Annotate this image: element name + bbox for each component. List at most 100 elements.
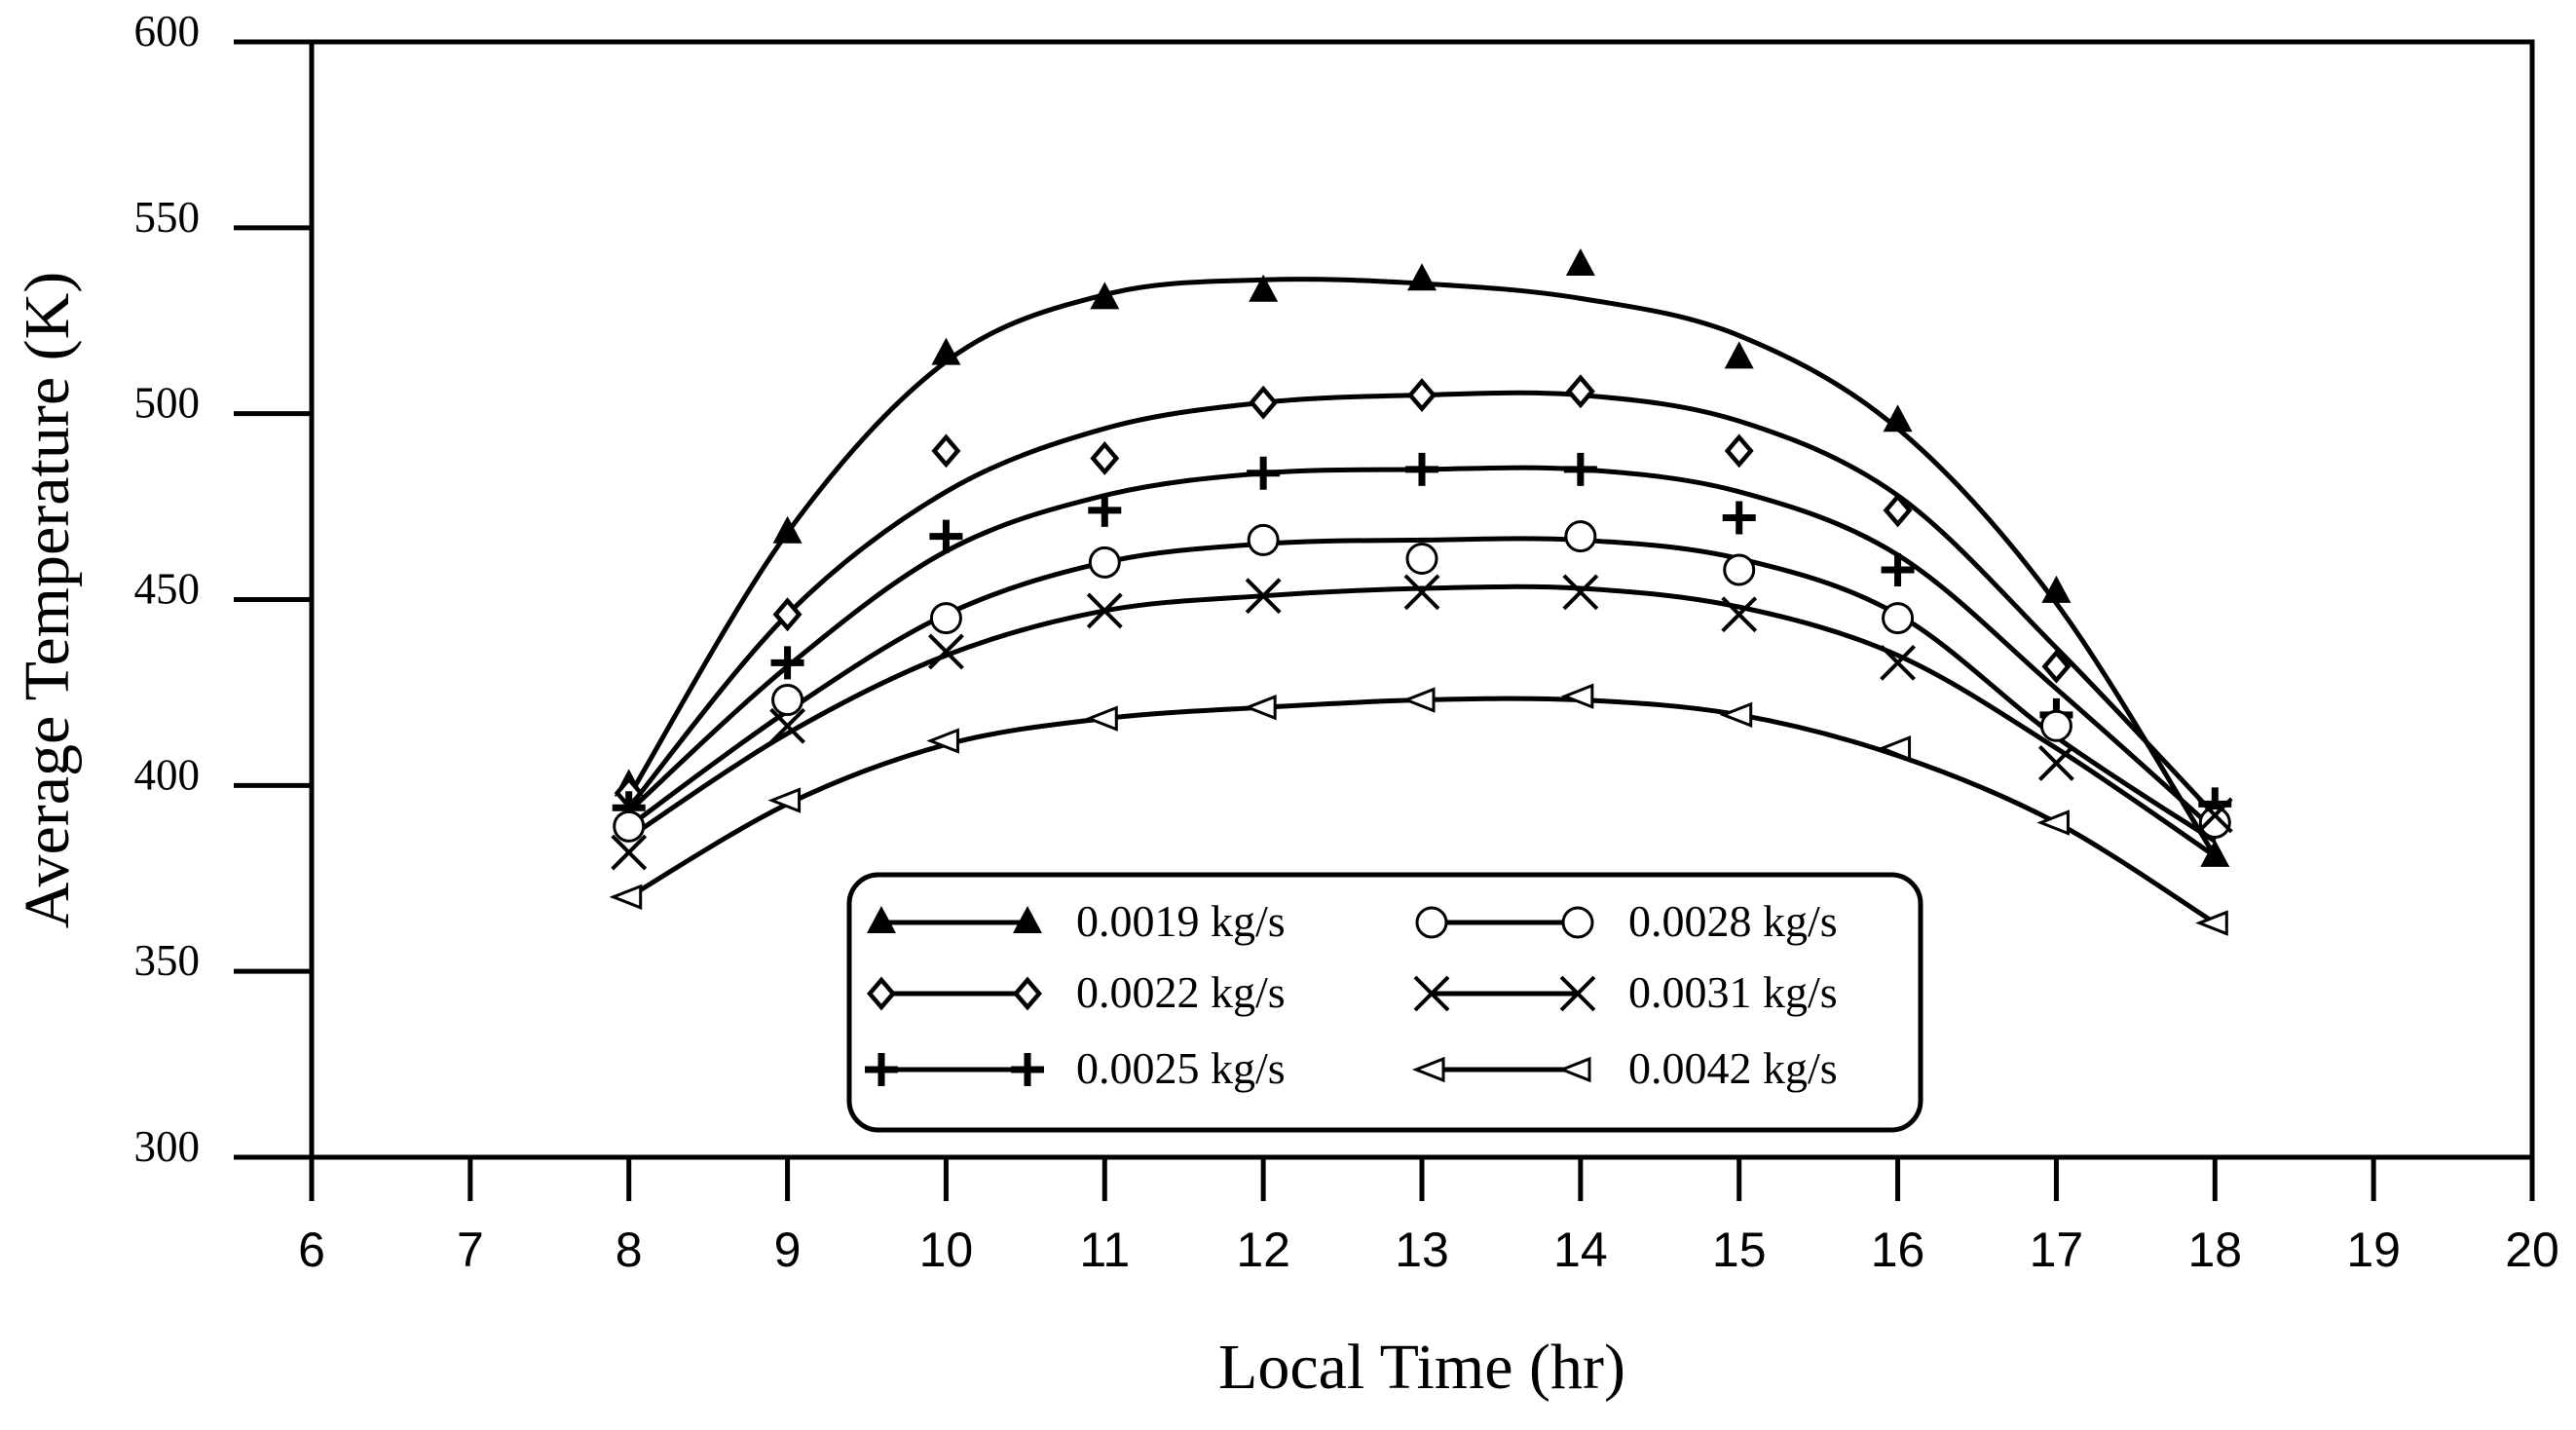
data-point-series-6: [1878, 734, 1912, 762]
legend-marker: [867, 906, 896, 933]
data-point-series-2: [1565, 374, 1595, 409]
legend-item-1: 0.0019 kg/s: [867, 896, 1286, 946]
data-point-series-1: [2200, 839, 2230, 867]
data-point-series-2: [772, 597, 803, 632]
ticks-layer: 6 7 8 9 10 11 12 13 14 15 16 17 18 19 20 300 350 400 450 50…: [134, 7, 2559, 1277]
data-point-series-3: [929, 519, 963, 553]
marker-shape: [928, 633, 964, 670]
data-point-series-6: [1085, 705, 1118, 732]
data-point-series-5: [611, 834, 648, 871]
markers-layer: [609, 248, 2233, 936]
data-point-series-1: [1090, 282, 1120, 310]
legend-marker: [1013, 906, 1042, 933]
marker-shape: [772, 597, 803, 632]
x-tick-label: 13: [1395, 1223, 1449, 1277]
marker-shape: [1244, 694, 1277, 721]
data-point-series-6: [1560, 683, 1594, 709]
y-tick-label: 550: [134, 193, 201, 242]
marker-shape: [1880, 644, 1916, 681]
data-point-series-5: [1245, 578, 1282, 615]
data-point-series-4: [1088, 546, 1121, 579]
x-axis-title: Local Time (hr): [1218, 1332, 1625, 1403]
data-point-series-4: [2198, 807, 2231, 839]
legend-marker: [1011, 1053, 1044, 1086]
marker-shape: [1405, 452, 1438, 486]
marker-shape: [2195, 910, 2228, 936]
marker-shape: [770, 646, 804, 680]
data-point-series-1: [931, 337, 961, 365]
marker-shape: [1721, 596, 1758, 633]
data-point-series-2: [931, 433, 961, 469]
x-tick-label: 11: [1079, 1223, 1130, 1277]
marker-shape: [1559, 975, 1596, 1012]
marker-shape: [1565, 248, 1595, 276]
legend-box: [846, 872, 1923, 1133]
marker-shape: [1085, 705, 1118, 732]
data-point-series-5: [1880, 644, 1916, 681]
marker-shape: [1724, 341, 1754, 369]
data-point-series-2: [2041, 649, 2072, 684]
x-tick-label: 19: [2346, 1223, 2401, 1277]
marker-shape: [867, 906, 896, 933]
marker-shape: [1882, 602, 1915, 635]
legend-marker: [1413, 975, 1450, 1012]
data-point-series-4: [1564, 520, 1597, 553]
data-point-series-3: [1881, 552, 1915, 586]
marker-shape: [2038, 745, 2074, 781]
x-tick-label: 15: [1712, 1223, 1767, 1277]
data-point-series-5: [769, 707, 805, 744]
data-point-series-2: [1883, 493, 1913, 528]
marker-shape: [1088, 493, 1122, 527]
marker-shape: [1403, 574, 1440, 611]
x-tick-label: 12: [1236, 1223, 1290, 1277]
legend-marker: [1559, 975, 1596, 1012]
y-tick-label: 350: [134, 936, 201, 985]
marker-shape: [1723, 553, 1756, 586]
x-tick-label: 7: [457, 1223, 484, 1277]
x-tick-label: 8: [616, 1223, 643, 1277]
curves-layer: [626, 277, 2218, 925]
legend-marker: [1557, 1056, 1591, 1083]
legend-marker: [1411, 1056, 1445, 1083]
legend-label: 0.0019 kg/s: [1076, 896, 1286, 946]
legend-marker: [865, 1053, 898, 1086]
data-point-series-4: [1405, 543, 1438, 576]
data-point-series-6: [926, 728, 959, 754]
marker-shape: [1560, 683, 1594, 709]
legend-item-3: 0.0025 kg/s: [865, 1043, 1286, 1093]
marker-shape: [1401, 687, 1436, 713]
legend: 0.0019 kg/s 0.0022 kg/s 0.0025 kg/s 0.0028 …: [846, 872, 1923, 1133]
marker-shape: [2041, 649, 2072, 684]
marker-shape: [1881, 552, 1915, 586]
marker-shape: [1724, 433, 1754, 469]
data-point-series-5: [1403, 574, 1440, 611]
data-point-series-6: [1719, 701, 1753, 729]
x-tick-label: 18: [2187, 1223, 2242, 1277]
data-point-series-2: [1090, 441, 1120, 475]
legend-item-6: 0.0042 kg/s: [1411, 1043, 1838, 1093]
data-point-series-3: [1405, 452, 1438, 486]
marker-shape: [1562, 574, 1599, 611]
data-point-series-1: [2041, 575, 2072, 603]
marker-shape: [2041, 575, 2072, 603]
legend-marker: [1415, 906, 1448, 939]
x-tick-label: 17: [2030, 1223, 2084, 1277]
legend-label: 0.0031 kg/s: [1628, 967, 1838, 1017]
marker-shape: [931, 433, 961, 469]
marker-shape: [865, 1053, 898, 1086]
marker-shape: [1247, 456, 1281, 490]
marker-shape: [929, 519, 963, 553]
data-point-series-4: [613, 809, 646, 843]
data-point-series-6: [2195, 910, 2228, 936]
marker-shape: [1247, 523, 1280, 556]
legend-marker: [1561, 906, 1594, 939]
y-tick-label: 500: [134, 379, 201, 428]
marker-shape: [1013, 976, 1042, 1011]
marker-shape: [769, 707, 805, 744]
legend-label: 0.0025 kg/s: [1076, 1043, 1286, 1093]
legend-label: 0.0028 kg/s: [1628, 896, 1838, 946]
data-point-series-4: [771, 684, 804, 717]
x-tick-label: 16: [1871, 1223, 1925, 1277]
data-point-series-4: [2039, 709, 2072, 742]
